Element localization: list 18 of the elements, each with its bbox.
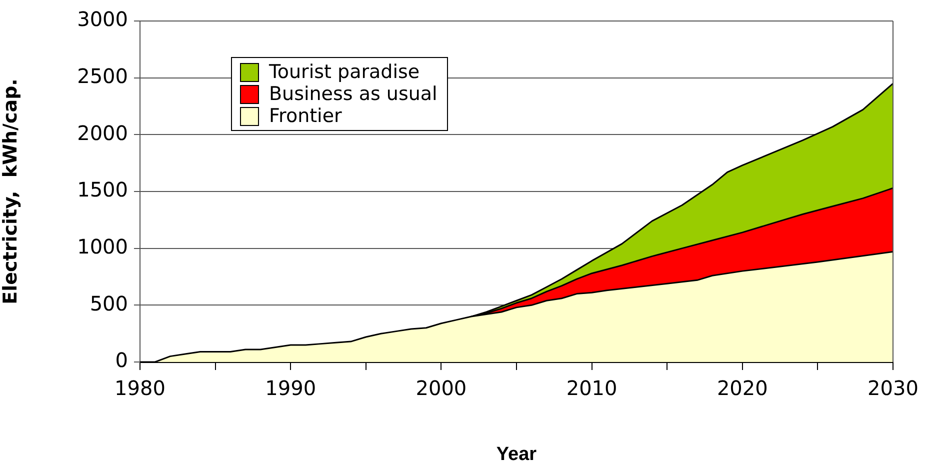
x-tick-label: 1980 [114,376,166,400]
y-tick-label: 0 [115,348,128,372]
y-axis-title: Electricity, kWh/cap. [0,78,22,304]
legend-label: Tourist paradise [269,61,420,83]
legend-label: Frontier [269,105,342,127]
y-tick-label: 2000 [77,120,128,145]
y-tick-label: 3000 [77,7,128,32]
x-tick-label: 2020 [716,376,768,400]
legend-label: Business as usual [269,83,438,105]
x-tick-label: 1990 [265,376,316,400]
x-tick-label: 2030 [868,376,918,400]
y-tick-label: 1000 [77,234,128,259]
y-tick-label: 2500 [77,64,128,88]
x-axis-title: Year [496,444,538,465]
x-tick-label: 2010 [566,376,618,400]
y-tick-label: 1500 [77,178,128,202]
x-tick-label: 2000 [416,376,467,400]
y-tick-label: 500 [90,291,128,316]
